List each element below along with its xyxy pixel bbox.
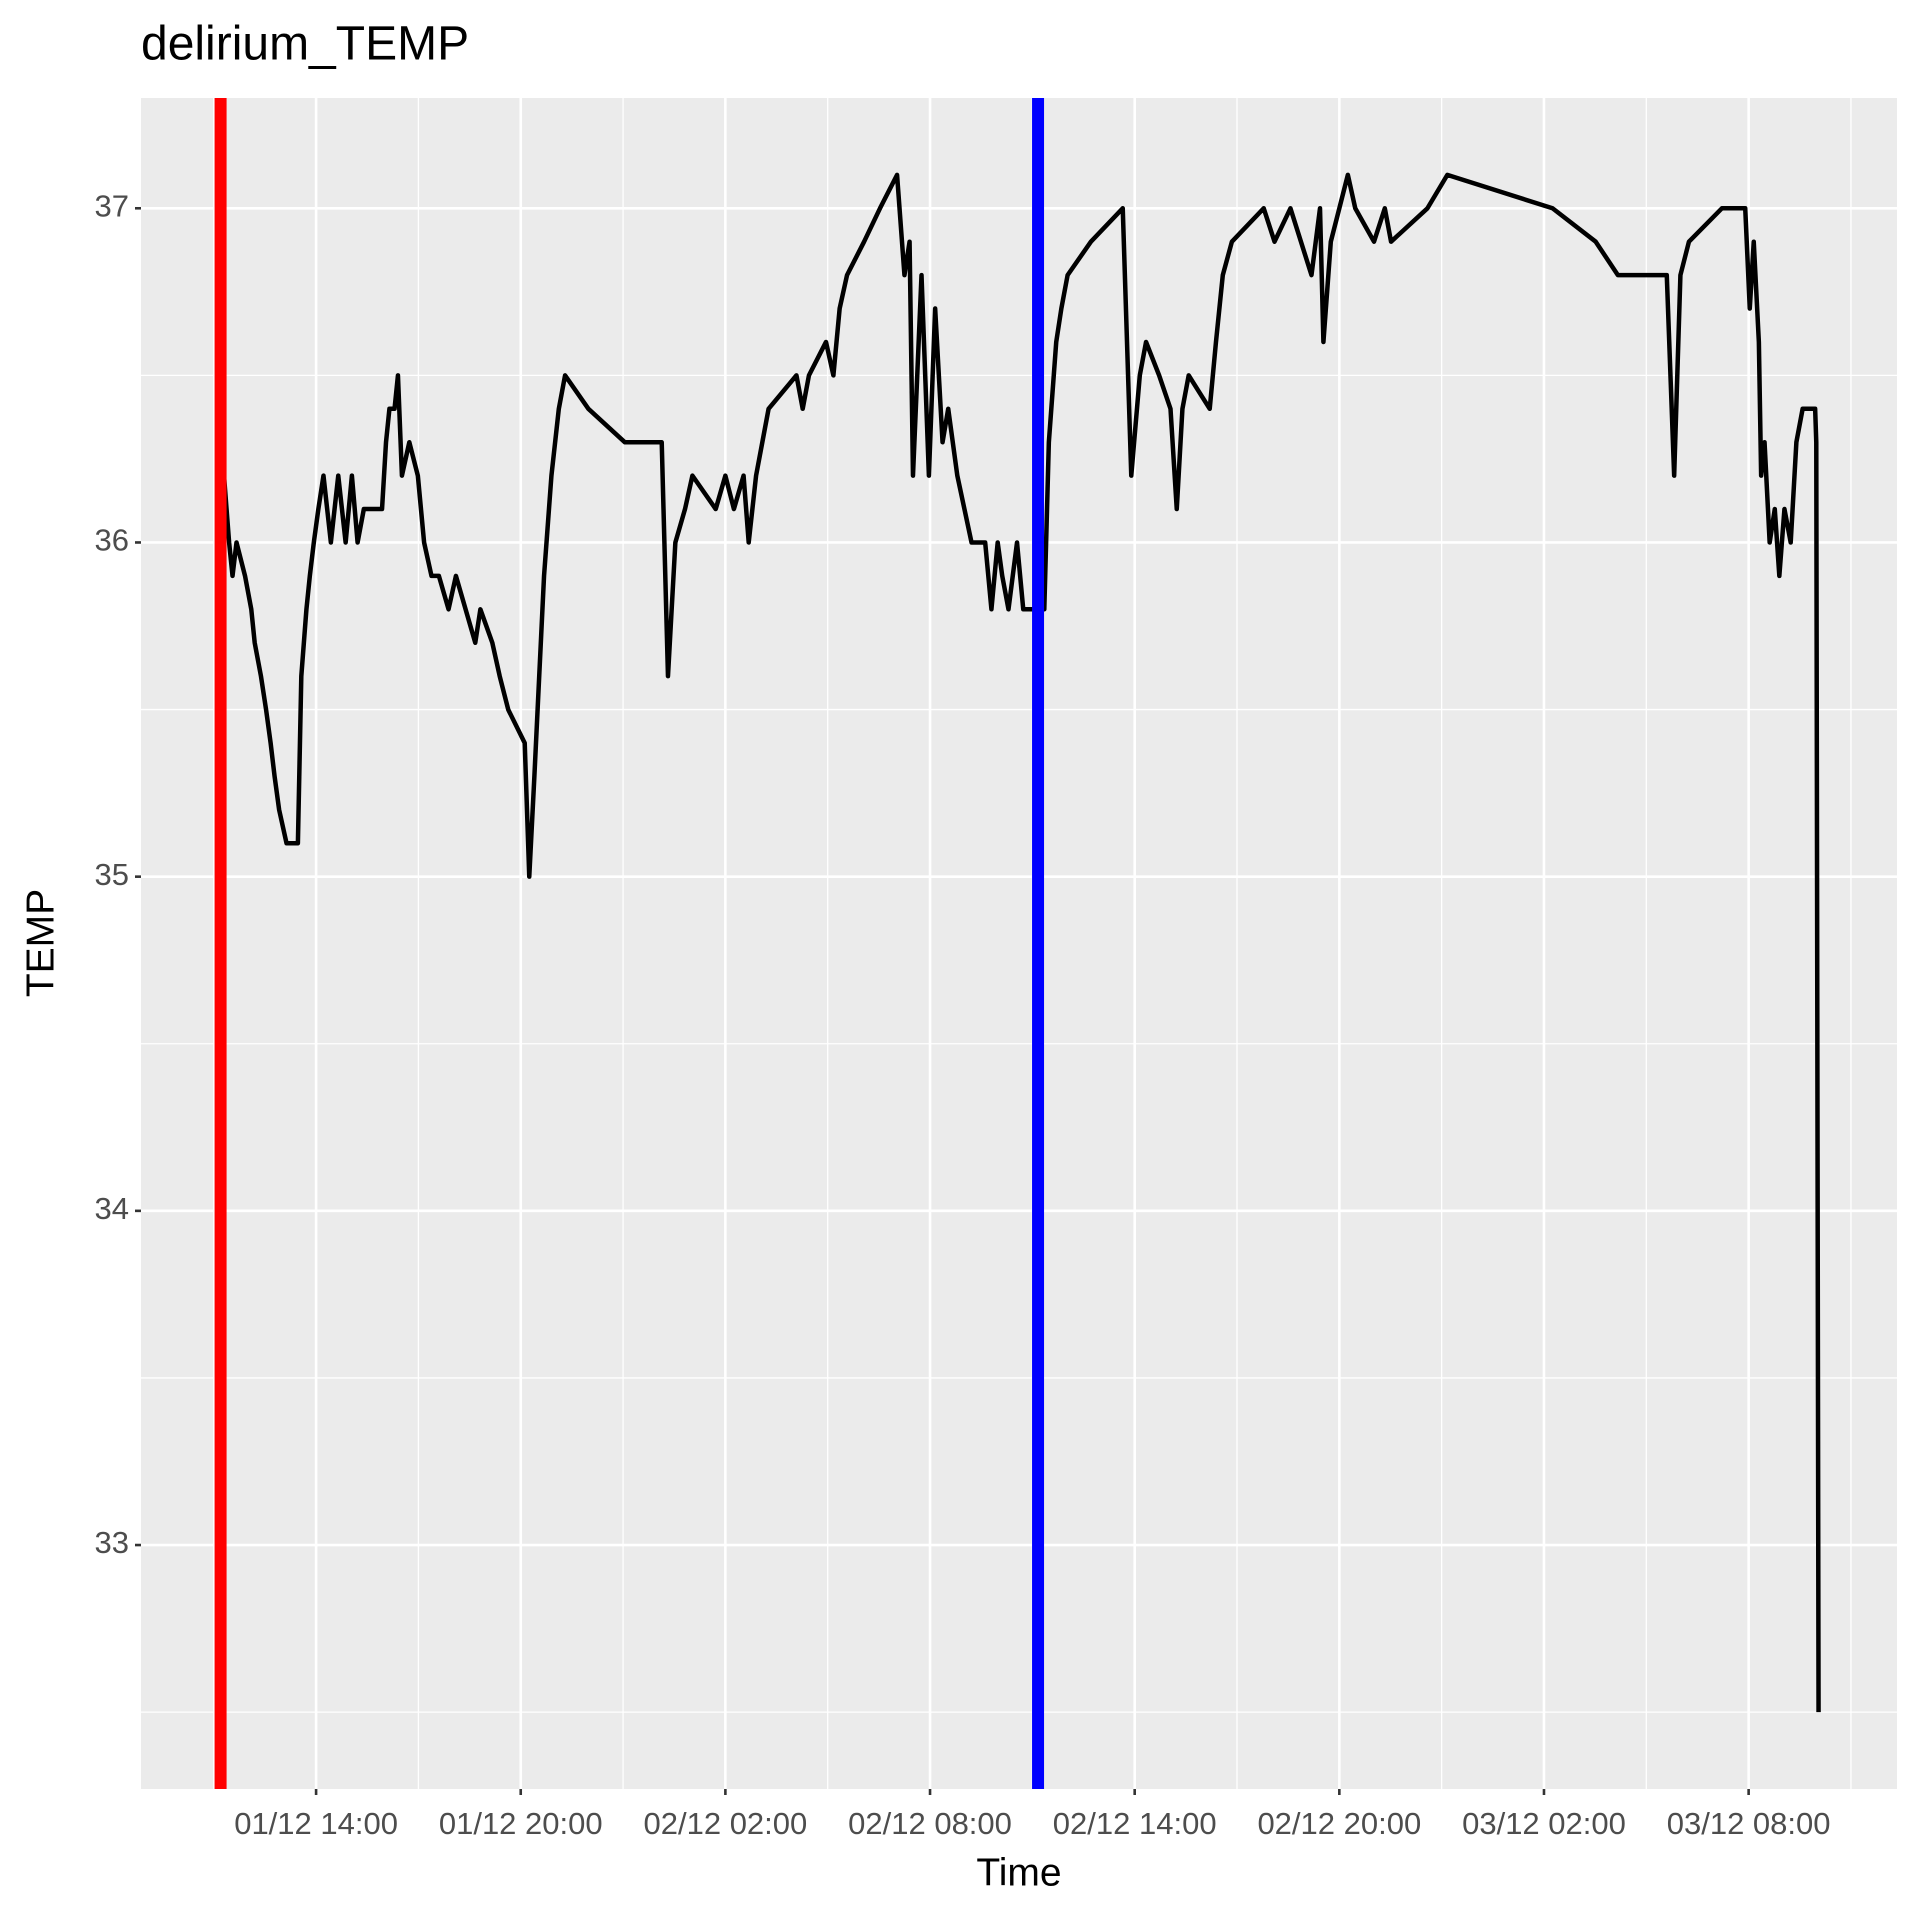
x-tick-label: 02/12 02:00 [644, 1806, 808, 1841]
chart-title: delirium_TEMP [141, 18, 469, 71]
temp-line [221, 172, 1821, 1713]
x-tick-label: 01/12 20:00 [439, 1806, 603, 1841]
x-tick-label: 01/12 14:00 [234, 1806, 398, 1841]
x-tick-label: 02/12 08:00 [848, 1806, 1012, 1841]
y-tick-label: 34 [95, 1191, 129, 1226]
y-tick-label: 33 [95, 1525, 129, 1560]
x-tick-label: 02/12 20:00 [1257, 1806, 1421, 1841]
x-axis-title: Time [976, 1851, 1061, 1894]
panel [141, 98, 1897, 1789]
y-tick-label: 35 [95, 857, 129, 892]
y-tick-label: 37 [95, 188, 129, 223]
x-tick-label: 02/12 14:00 [1053, 1806, 1217, 1841]
x-tick-label: 03/12 02:00 [1462, 1806, 1626, 1841]
y-axis-title: TEMP [19, 889, 62, 997]
x-tick-label: 03/12 08:00 [1667, 1806, 1831, 1841]
y-tick-label: 36 [95, 523, 129, 558]
